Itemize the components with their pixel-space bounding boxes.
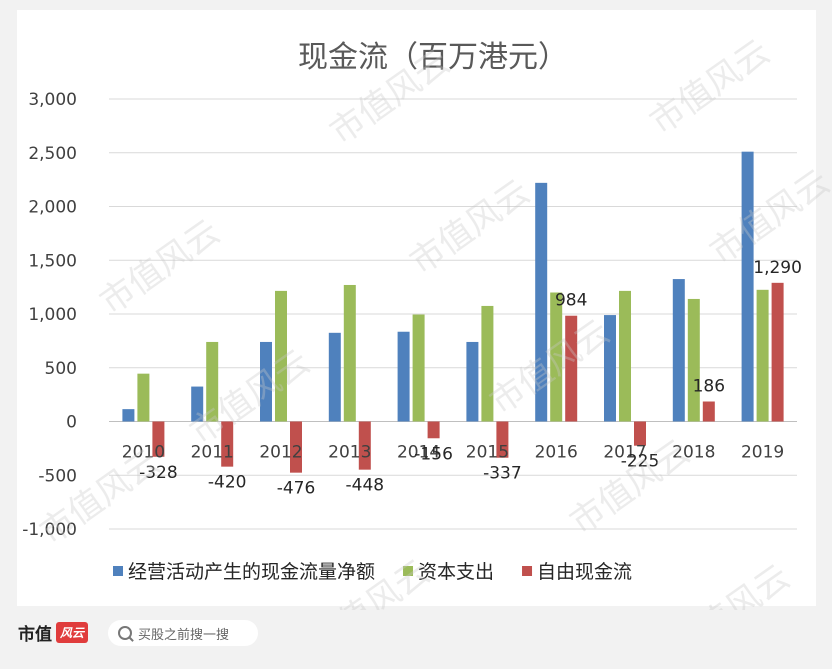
data-label: 1,290 (753, 258, 802, 278)
data-label: 984 (555, 291, 587, 311)
chart-panel: 现金流（百万港元） 3,000 2,500 2,000 1,500 1,000 500 0 -… (17, 10, 816, 606)
bar (771, 282, 784, 422)
x-tick-label: 2011 (191, 443, 234, 463)
bar (687, 298, 700, 422)
cash-flow-chart: 现金流（百万港元） 3,000 2,500 2,000 1,500 1,000 500 0 -… (22, 40, 802, 583)
bar (328, 332, 341, 422)
x-tick-label: 2012 (259, 443, 302, 463)
search-box[interactable]: 买股之前搜一搜 (108, 620, 258, 646)
chart-title: 现金流（百万港元） (298, 40, 568, 75)
legend-label: 经营活动产生的现金流量净额 (128, 561, 375, 583)
legend-swatch (403, 566, 414, 576)
bar (122, 409, 135, 422)
bar (634, 421, 646, 446)
footer-bar: 市值 风云 买股之前搜一搜 (0, 610, 832, 660)
x-tick-label: 2019 (741, 443, 784, 463)
brand-logo[interactable]: 市值 风云 (18, 620, 89, 645)
legend-swatch (113, 566, 123, 576)
bar (604, 315, 616, 422)
x-tick-label: 2014 (397, 443, 440, 463)
y-tick-label: 1,500 (28, 251, 77, 271)
bar (275, 290, 287, 422)
bar (260, 341, 272, 422)
search-placeholder: 买股之前搜一搜 (138, 627, 230, 643)
bar (206, 341, 219, 422)
bar (466, 341, 479, 422)
data-label: -156 (414, 444, 453, 464)
x-tick-label: 2015 (466, 443, 509, 463)
y-tick-label: -500 (38, 466, 77, 486)
brand-mark: 风云 (56, 622, 89, 643)
x-tick-label: 2018 (672, 443, 715, 463)
bar (702, 401, 715, 422)
search-icon (118, 626, 132, 640)
bar (496, 421, 509, 458)
data-label: -420 (208, 473, 247, 493)
bar (290, 421, 302, 473)
y-tick-label: 2,500 (28, 144, 77, 164)
data-label: -225 (621, 452, 660, 472)
bar (741, 151, 754, 422)
bar (221, 421, 234, 467)
bar (619, 290, 631, 422)
x-tick-label: 2017 (603, 443, 646, 463)
bar (358, 421, 371, 470)
y-tick-label: -1,000 (22, 520, 77, 540)
y-tick-label: 1,000 (28, 305, 77, 325)
legend-swatch (522, 566, 533, 576)
bar (672, 279, 685, 422)
data-label: -448 (346, 476, 385, 496)
y-tick-label: 2,000 (28, 198, 77, 218)
data-label: -328 (139, 463, 178, 483)
bar (550, 292, 563, 422)
y-tick-label: 500 (45, 359, 77, 379)
x-tick-label: 2016 (535, 443, 578, 463)
data-label: -476 (277, 479, 316, 499)
data-label: 186 (693, 377, 725, 397)
x-tick-label: 2013 (328, 443, 371, 463)
brand-name: 市值 (18, 625, 52, 645)
bar (565, 315, 578, 422)
legend-label: 自由现金流 (537, 561, 632, 583)
bar (343, 284, 356, 422)
bar (191, 386, 204, 422)
legend-label: 资本支出 (418, 561, 494, 583)
bar (756, 289, 769, 422)
bar (137, 373, 150, 422)
y-tick-label: 0 (66, 413, 77, 433)
bar (427, 421, 440, 439)
bar (397, 331, 410, 422)
x-tick-label: 2010 (122, 443, 165, 463)
bar (481, 305, 494, 422)
data-label: -337 (483, 464, 522, 484)
bar (152, 421, 165, 457)
bar (412, 314, 425, 422)
bar (535, 182, 548, 422)
y-tick-label: 3,000 (28, 90, 77, 110)
